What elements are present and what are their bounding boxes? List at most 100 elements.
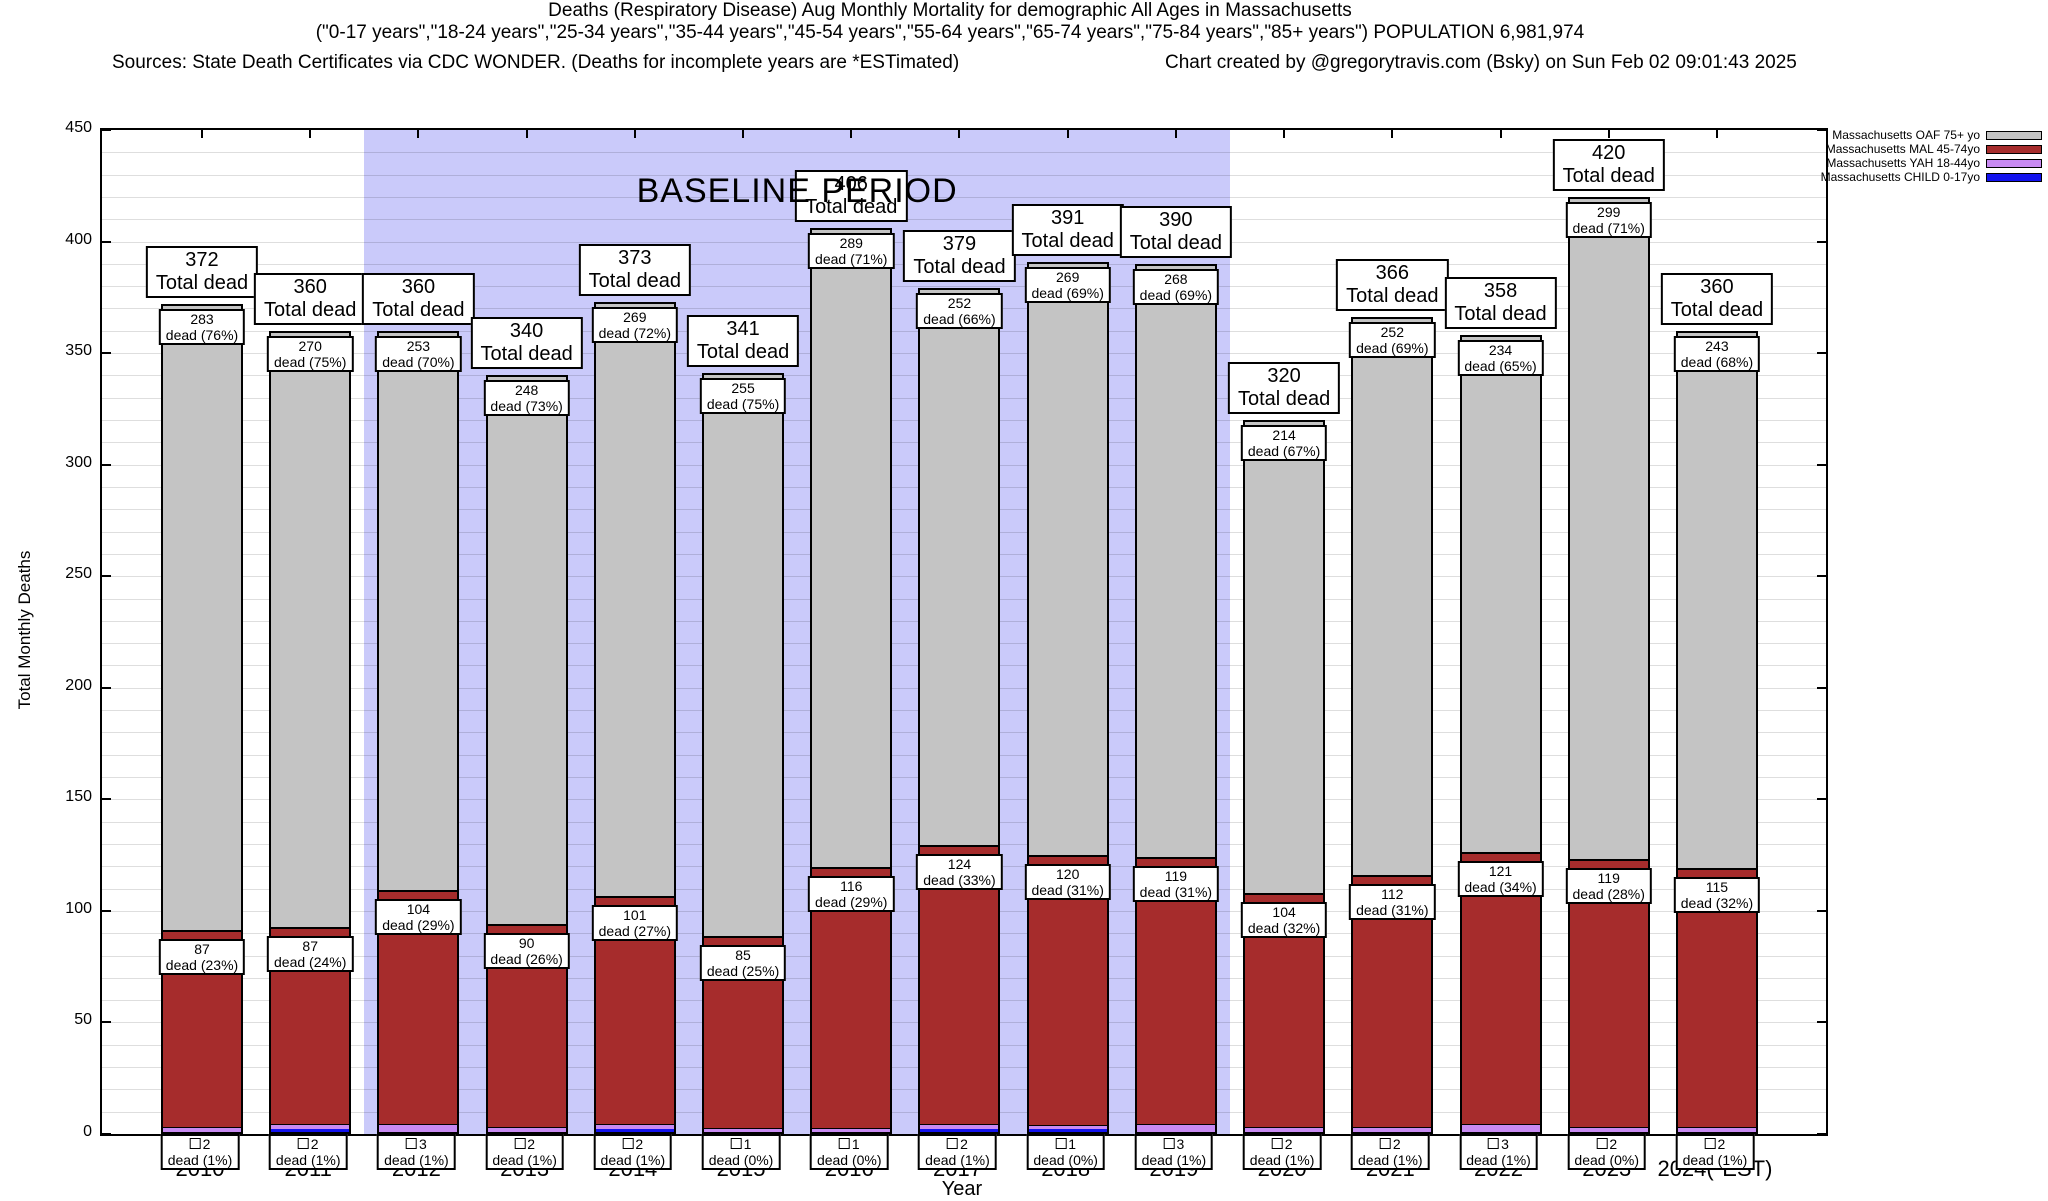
bar-group-2023 bbox=[1567, 196, 1650, 1134]
yah-count-label: 2 dead (1%) bbox=[485, 1134, 564, 1170]
yah-count: 3 bbox=[1466, 1136, 1531, 1152]
yah-count-label: 2 dead (1%) bbox=[1351, 1134, 1430, 1170]
mal-count-label: 124 dead (33%) bbox=[916, 853, 1003, 890]
yah-count: 1 bbox=[709, 1136, 774, 1152]
mal-count: 104 bbox=[406, 901, 431, 918]
bar-group-2010 bbox=[161, 304, 243, 1134]
yah-segment bbox=[812, 1128, 891, 1132]
y-tick-mark bbox=[1817, 463, 1826, 466]
mal-count: 119 bbox=[1164, 867, 1188, 884]
title-block: Deaths (Respiratory Disease) Aug Monthly… bbox=[0, 0, 1900, 44]
yah-count-label: 3 dead (1%) bbox=[1134, 1134, 1214, 1170]
point-marker-square bbox=[189, 1138, 201, 1149]
total-dead-count: 340 bbox=[509, 320, 544, 343]
oaf-count-label: 243 dead (68%) bbox=[1673, 335, 1761, 372]
yah-pct: dead (1%) bbox=[492, 1152, 557, 1168]
point-marker-square bbox=[1596, 1138, 1608, 1149]
total-dead-text: Total dead bbox=[480, 343, 573, 366]
oaf-pct: dead (69%) bbox=[1356, 340, 1429, 357]
total-dead-count: 372 bbox=[185, 249, 219, 272]
yah-count-label: 2 dead (1%) bbox=[160, 1134, 240, 1170]
gridline bbox=[102, 219, 1826, 221]
y-tick-label: 400 bbox=[65, 230, 92, 248]
oaf-pct: dead (72%) bbox=[598, 324, 672, 341]
y-axis-title: Total Monthly Deaths bbox=[15, 550, 34, 710]
mal-pct: dead (32%) bbox=[1247, 919, 1321, 936]
total-dead-label: 406 Total dead bbox=[795, 170, 908, 223]
oaf-pct: dead (69%) bbox=[1031, 284, 1104, 301]
oaf-count-label: 283 dead (76%) bbox=[158, 309, 246, 346]
y-tick-mark bbox=[102, 1021, 111, 1024]
point-marker-square bbox=[406, 1138, 417, 1149]
total-dead-text: Total dead bbox=[588, 269, 681, 292]
total-dead-text: Total dead bbox=[1562, 164, 1655, 187]
point-marker-square bbox=[730, 1138, 742, 1149]
yah-count-label: 2 dead (1%) bbox=[593, 1134, 673, 1170]
oaf-count-label: 252 dead (66%) bbox=[916, 293, 1003, 330]
yah-segment bbox=[1028, 1125, 1107, 1129]
total-dead-text: Total dead bbox=[1346, 285, 1439, 308]
gridline bbox=[102, 174, 1826, 176]
yah-segment bbox=[1136, 1125, 1215, 1132]
yah-pct: dead (1%) bbox=[1249, 1152, 1315, 1168]
y-tick-label: 350 bbox=[65, 342, 92, 360]
total-dead-count: 379 bbox=[942, 233, 977, 256]
mal-pct: dead (34%) bbox=[1464, 879, 1537, 896]
oaf-pct: dead (70%) bbox=[382, 353, 455, 370]
y-tick-mark bbox=[102, 1133, 111, 1135]
x-tick-mark bbox=[958, 130, 961, 138]
yah-segment bbox=[1461, 1125, 1540, 1132]
oaf-pct: dead (67%) bbox=[1247, 443, 1321, 460]
x-tick-mark bbox=[742, 130, 745, 138]
yah-count: 2 bbox=[168, 1136, 233, 1152]
y-tick-mark bbox=[102, 352, 111, 355]
mal-pct: dead (31%) bbox=[1031, 882, 1104, 899]
oaf-count-label: 268 dead (69%) bbox=[1132, 268, 1220, 305]
point-marker-square bbox=[1379, 1138, 1391, 1149]
mal-pct: dead (31%) bbox=[1139, 883, 1213, 900]
total-dead-label: 358 Total dead bbox=[1444, 277, 1557, 330]
x-tick-mark bbox=[1499, 130, 1502, 138]
legend-item-label: Massachusetts MAL 45-74yo bbox=[1825, 142, 1980, 156]
bar-group-2024(*EST) bbox=[1675, 330, 1758, 1134]
total-dead-label: 379 Total dead bbox=[903, 230, 1016, 283]
total-dead-text: Total dead bbox=[1454, 303, 1547, 326]
total-dead-count: 406 bbox=[834, 173, 868, 196]
yah-segment bbox=[1353, 1127, 1432, 1132]
total-dead-label: 341 Total dead bbox=[686, 315, 800, 368]
oaf-count-label: 255 dead (75%) bbox=[699, 378, 787, 415]
mal-count: 120 bbox=[1055, 866, 1080, 883]
yah-count: 2 bbox=[1574, 1136, 1639, 1152]
gridline bbox=[102, 152, 1826, 154]
y-tick-mark bbox=[1817, 575, 1826, 578]
yah-count: 2 bbox=[1683, 1136, 1748, 1152]
oaf-count-label: 234 dead (65%) bbox=[1457, 340, 1544, 377]
yah-count-label: 3 dead (1%) bbox=[1459, 1134, 1538, 1170]
oaf-pct: dead (71%) bbox=[1572, 219, 1645, 236]
yah-segment bbox=[379, 1125, 458, 1132]
mal-count-label: 104 dead (29%) bbox=[375, 899, 462, 936]
mal-count-label: 101 dead (27%) bbox=[591, 905, 679, 942]
x-tick-mark bbox=[525, 130, 528, 138]
mal-count-label: 119 dead (28%) bbox=[1565, 868, 1652, 905]
bar-group-2012 bbox=[377, 330, 460, 1134]
legend-swatch bbox=[1986, 158, 2042, 168]
total-dead-text: Total dead bbox=[1670, 298, 1764, 321]
oaf-count-label: 269 dead (72%) bbox=[591, 306, 679, 343]
total-dead-text: Total dead bbox=[696, 341, 790, 364]
legend-item-label: Massachusetts OAF 75+ yo bbox=[1832, 128, 1980, 142]
total-dead-count: 360 bbox=[293, 275, 327, 298]
mal-count: 112 bbox=[1381, 885, 1404, 902]
oaf-count: 269 bbox=[1055, 268, 1080, 285]
oaf-count-label: 269 dead (69%) bbox=[1024, 266, 1111, 303]
mal-segment bbox=[920, 844, 999, 1125]
total-dead-text: Total dead bbox=[1129, 231, 1223, 254]
mal-count: 87 bbox=[194, 941, 210, 958]
bar-group-2018 bbox=[1026, 261, 1109, 1134]
total-dead-label: 360 Total dead bbox=[1660, 272, 1774, 325]
mal-count-label: 119 dead (31%) bbox=[1132, 865, 1220, 902]
oaf-count-label: 248 dead (73%) bbox=[483, 380, 570, 417]
x-tick-mark bbox=[309, 130, 312, 138]
point-marker-square bbox=[1271, 1138, 1283, 1149]
